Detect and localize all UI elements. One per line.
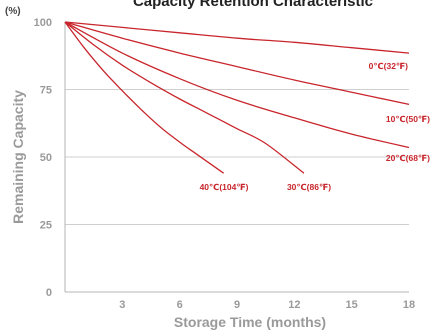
y-tick-label-75: 75 bbox=[40, 85, 52, 97]
axis-layer bbox=[64, 22, 409, 293]
tick-labels: 0 25 50 75 100 3 6 9 12 15 18 bbox=[34, 17, 415, 311]
y-tick-label-100: 100 bbox=[34, 17, 52, 29]
x-tick-label-15: 15 bbox=[346, 299, 358, 311]
series-label-4: 40℃(104℉) bbox=[200, 182, 249, 192]
series-line-0 bbox=[64, 21, 410, 54]
series-label-0: 0℃(32℉) bbox=[369, 61, 409, 71]
series-label-2: 20℃(68℉) bbox=[386, 153, 430, 163]
y-tick-label-25: 25 bbox=[40, 220, 52, 232]
y-tick-label-0: 0 bbox=[46, 287, 52, 299]
x-tick-label-18: 18 bbox=[403, 299, 415, 311]
x-tick-label-12: 12 bbox=[288, 299, 300, 311]
x-tick-label-3: 3 bbox=[119, 299, 125, 311]
series-label-1: 10℃(50℉) bbox=[386, 114, 430, 124]
y-axis-unit: (%) bbox=[5, 6, 21, 17]
series-line-1 bbox=[64, 21, 410, 106]
grid-layer bbox=[65, 89, 409, 225]
series-layer bbox=[64, 21, 410, 174]
x-tick-label-6: 6 bbox=[177, 299, 183, 311]
x-axis-label: Storage Time (months) bbox=[174, 314, 326, 330]
y-tick-label-50: 50 bbox=[40, 152, 52, 164]
series-line-2 bbox=[64, 21, 410, 149]
x-tick-label-9: 9 bbox=[234, 299, 240, 311]
series-label-3: 30℃(86℉) bbox=[287, 182, 331, 192]
series-line-3 bbox=[64, 21, 305, 174]
series-line-4 bbox=[64, 21, 224, 174]
y-axis-label: Remaining Capacity bbox=[10, 90, 26, 224]
chart-title: Capacity Retention Characteristic bbox=[133, 0, 373, 10]
series-labels: 0℃(32℉) 10℃(50℉) 20℃(68℉) 30℃(86℉) 40℃(104℉) bbox=[200, 61, 430, 192]
